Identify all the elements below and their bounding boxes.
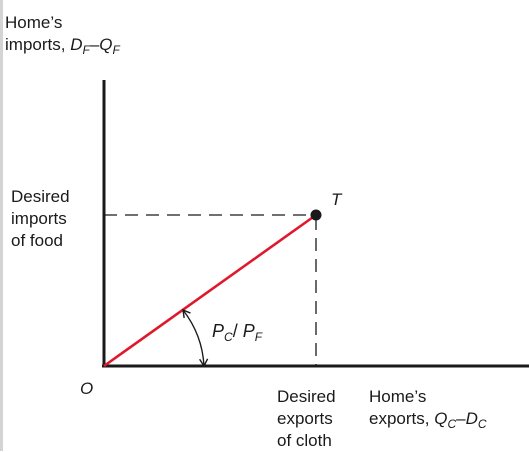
frame-rule [0, 0, 3, 451]
angle-arc [182, 308, 209, 368]
point-t [310, 209, 322, 221]
x-axis-label-line1: Home’s [369, 387, 427, 406]
y-axis-label-line1: Home’s [5, 13, 63, 32]
offer-line [103, 213, 317, 368]
x-axis-label: Home’s exports, QC–DC [369, 386, 487, 430]
origin-label: O [80, 379, 94, 398]
point-t-label: T [331, 190, 342, 209]
x-axis-label-line2: exports, QC–DC [369, 409, 487, 431]
desired-exports-label: Desired exports of cloth [277, 387, 336, 450]
desired-imports-label: Desired imports of food [11, 187, 70, 250]
y-axis-label: Home’s imports, DF–QF [5, 12, 120, 56]
slope-label: PC/ PF [212, 321, 263, 344]
y-axis-label-line2: imports, DF–QF [5, 35, 120, 57]
